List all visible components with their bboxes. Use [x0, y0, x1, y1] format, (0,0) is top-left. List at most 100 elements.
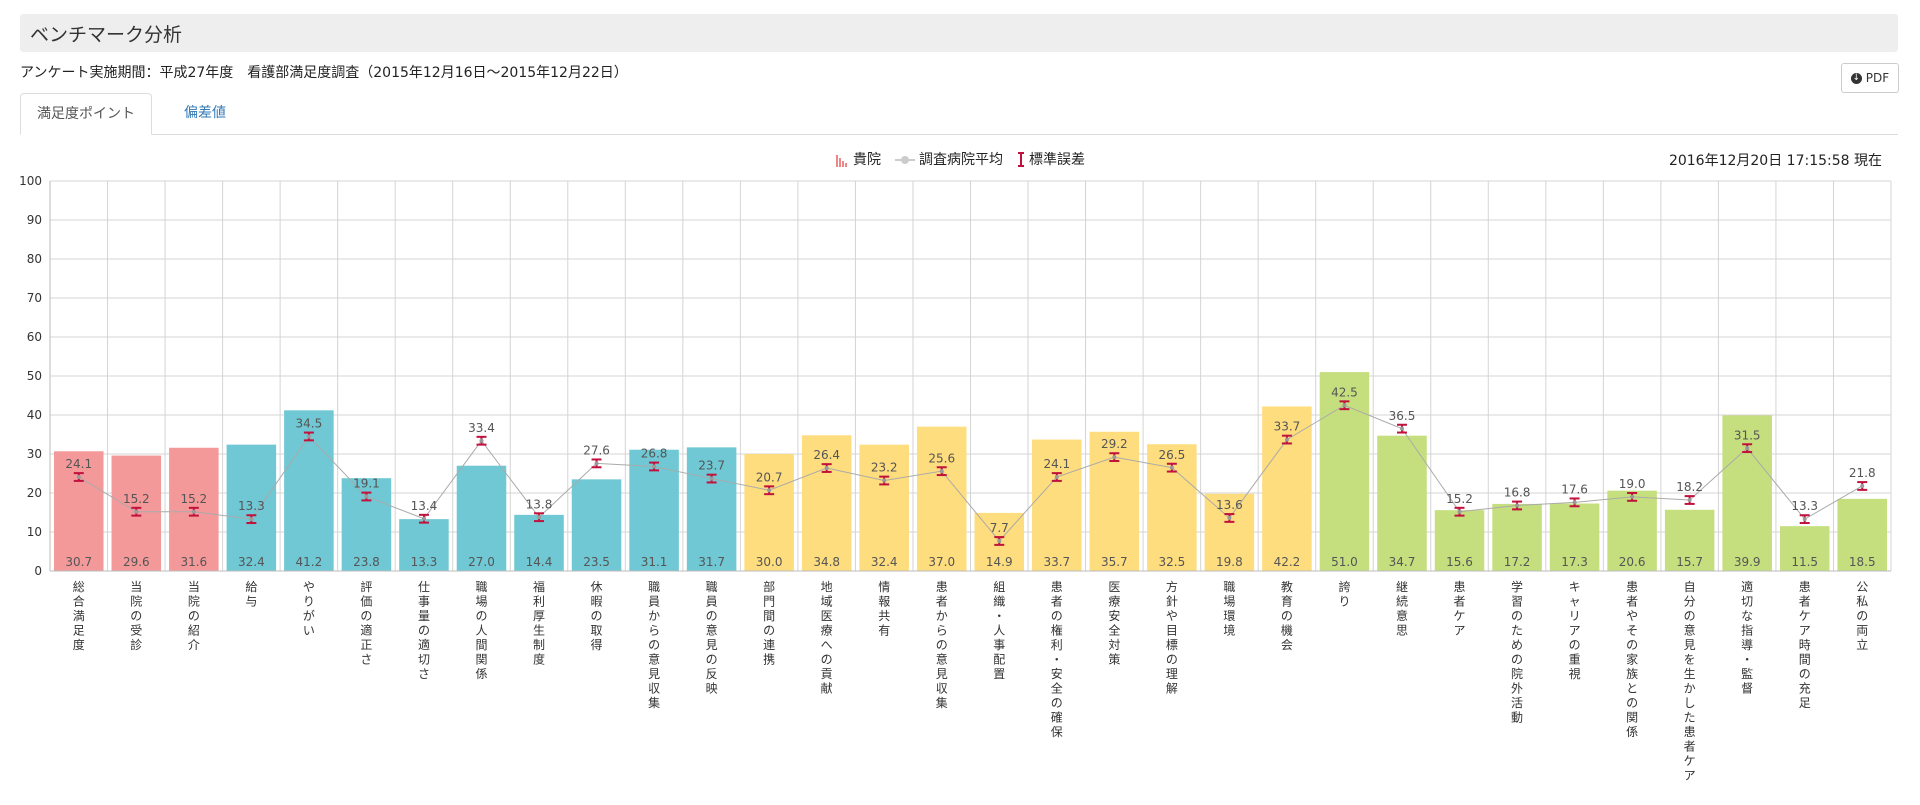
x-tick-label: 総合満足度 — [73, 580, 85, 652]
x-tick-label: 給与 — [245, 580, 257, 609]
bar — [1837, 498, 1887, 571]
y-tick-label: 90 — [27, 213, 42, 227]
bar-value-label: 14.4 — [526, 555, 553, 569]
average-value-label: 33.4 — [468, 421, 495, 435]
bar-value-label: 30.0 — [756, 555, 783, 569]
tab-satisfaction-points[interactable]: 満足度ポイント — [20, 93, 152, 135]
legend-item-hospital[interactable]: 貴院 — [835, 149, 881, 169]
x-tick-label: 患者ケア — [1454, 580, 1466, 638]
bar — [1434, 510, 1485, 571]
legend-item-average[interactable]: 調査病院平均 — [895, 149, 1003, 169]
x-tick-label: 患者やその家族との関係 — [1626, 580, 1638, 739]
average-point — [1687, 498, 1692, 503]
bar — [456, 465, 507, 571]
average-value-label: 13.4 — [411, 499, 438, 513]
average-value-label: 42.5 — [1331, 385, 1358, 399]
x-tick-label: 職場の人間関係 — [475, 580, 487, 681]
bar — [226, 444, 277, 571]
pdf-download-button[interactable]: ↓ PDF — [1841, 63, 1899, 93]
bar — [1664, 509, 1715, 571]
bar — [1722, 415, 1772, 571]
legend-item-error[interactable]: 標準誤差 — [1017, 149, 1085, 169]
x-tick-label: キャリアの重視 — [1569, 580, 1581, 681]
x-tick-label: 仕事量の適切さ — [418, 580, 430, 681]
average-value-label: 16.8 — [1504, 486, 1531, 500]
average-value-label: 33.7 — [1274, 420, 1301, 434]
x-tick-label: 患者の権利・安全の確保 — [1051, 580, 1063, 739]
x-tick-label: 地域医療への貢献 — [821, 580, 833, 696]
average-value-label: 26.5 — [1159, 448, 1186, 462]
average-point — [1572, 500, 1577, 505]
y-tick-label: 60 — [27, 330, 42, 344]
x-tick-label: 患者からの意見収集 — [936, 580, 948, 710]
y-tick-label: 30 — [27, 447, 42, 461]
average-point — [1399, 426, 1404, 431]
bar-value-label: 34.7 — [1389, 555, 1416, 569]
bar-value-label: 23.5 — [583, 555, 610, 569]
x-tick-label: 組織・人事配置 — [993, 580, 1005, 681]
bar-value-label: 34.8 — [813, 555, 840, 569]
chart-legend: 貴院 調査病院平均 標準誤差 — [835, 149, 1093, 169]
y-tick-label: 100 — [19, 174, 42, 188]
average-point — [882, 478, 887, 483]
bar — [1032, 439, 1082, 571]
x-tick-label: 当院の紹介 — [188, 580, 200, 652]
x-tick-label: 情報共有 — [878, 580, 890, 638]
average-value-label: 15.2 — [1446, 492, 1473, 506]
legend-label-error: 標準誤差 — [1029, 152, 1085, 168]
average-point — [134, 509, 139, 514]
tab-deviation-value[interactable]: 偏差値 — [184, 105, 226, 121]
y-tick-label: 20 — [27, 486, 42, 500]
bar — [1492, 503, 1542, 571]
legend-label-average: 調査病院平均 — [919, 152, 1003, 168]
bar-value-label: 37.0 — [928, 555, 955, 569]
average-value-label: 20.7 — [756, 470, 783, 484]
bar-value-label: 18.5 — [1849, 555, 1876, 569]
average-value-label: 23.2 — [871, 461, 898, 475]
y-tick-label: 80 — [27, 252, 42, 266]
average-value-label: 19.0 — [1619, 477, 1646, 491]
y-tick-label: 50 — [27, 369, 42, 383]
average-value-label: 36.5 — [1389, 409, 1416, 423]
x-tick-label: 部門間の連携 — [763, 579, 775, 667]
download-icon: ↓ — [1850, 72, 1862, 84]
y-tick-label: 40 — [27, 408, 42, 422]
average-value-label: 23.7 — [698, 459, 725, 473]
average-value-label: 24.1 — [1043, 457, 1070, 471]
average-point — [1745, 446, 1750, 451]
bar-value-label: 17.2 — [1504, 555, 1531, 569]
x-tick-label: やりがい — [303, 580, 315, 638]
bar-value-label: 11.5 — [1791, 555, 1818, 569]
survey-period: アンケート実施期間：平成27年度 看護部満足度調査（2015年12月16日～20… — [20, 65, 628, 81]
average-point — [76, 475, 81, 480]
average-point — [1802, 517, 1807, 522]
generated-timestamp: 2016年12月20日 17:15:58 現在 — [1668, 153, 1882, 169]
x-tick-label: 適切な指導・監督 — [1741, 579, 1753, 696]
average-point — [306, 434, 311, 439]
bar — [514, 514, 564, 571]
pdf-button-label: PDF — [1865, 71, 1890, 85]
bar — [1204, 493, 1255, 571]
x-tick-label: 自分の意見を生かした患者ケア — [1684, 580, 1696, 783]
tab-bar: 満足度ポイント 偏差値 — [20, 93, 1898, 135]
x-tick-label: 福利厚生制度 — [533, 579, 545, 667]
average-point — [767, 488, 772, 493]
bar-value-label: 31.1 — [641, 555, 668, 569]
x-tick-label: 方針や目標の理解 — [1166, 579, 1178, 696]
average-value-label: 13.8 — [526, 497, 553, 511]
bar-value-label: 15.7 — [1676, 555, 1703, 569]
bar — [1262, 406, 1312, 571]
average-value-label: 15.2 — [123, 492, 150, 506]
bar-value-label: 31.7 — [698, 555, 725, 569]
bar-value-label: 41.2 — [296, 555, 323, 569]
bar — [801, 435, 852, 571]
bar — [54, 451, 104, 571]
bar-value-label: 13.3 — [411, 555, 438, 569]
average-point — [939, 469, 944, 474]
x-tick-label: 継続意思 — [1396, 579, 1408, 638]
bar-value-label: 32.5 — [1159, 555, 1186, 569]
bar — [571, 479, 622, 571]
bar-value-label: 42.2 — [1274, 555, 1301, 569]
bar-value-label: 20.6 — [1619, 555, 1646, 569]
bar-value-label: 27.0 — [468, 555, 495, 569]
